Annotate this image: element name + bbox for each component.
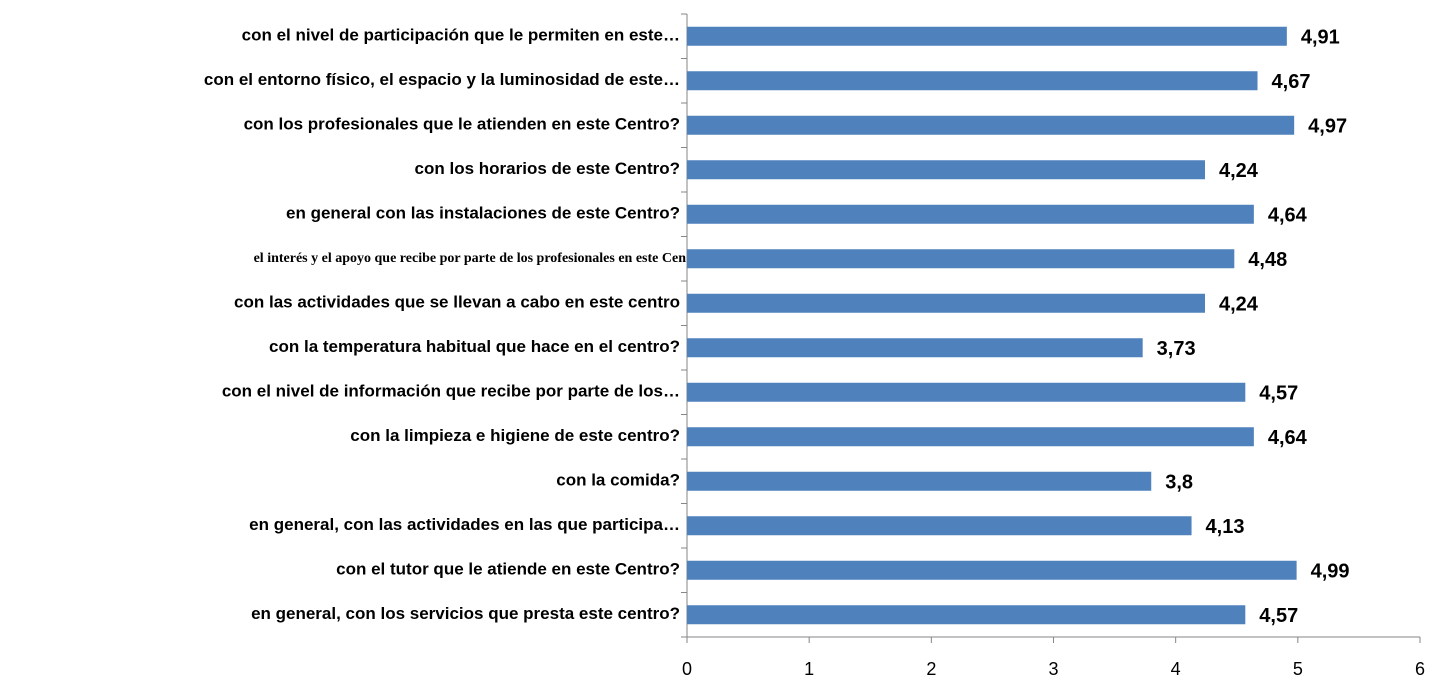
value-label: 4,24 xyxy=(1219,294,1259,316)
x-tick-label: 5 xyxy=(1293,659,1303,679)
value-label: 4,48 xyxy=(1248,249,1287,271)
bar xyxy=(687,382,1246,402)
value-label: 4,57 xyxy=(1259,383,1298,405)
category-label: con el nivel de información que recibe p… xyxy=(222,382,680,401)
category-label: con los profesionales que le atienden en… xyxy=(244,115,680,134)
x-tick-label: 2 xyxy=(926,659,936,679)
value-label: 3,8 xyxy=(1165,472,1193,494)
bar xyxy=(687,160,1205,180)
bar xyxy=(687,427,1254,447)
x-tick-label: 4 xyxy=(1171,659,1181,679)
category-label: con el entorno físico, el espacio y la l… xyxy=(204,70,680,89)
bar xyxy=(687,204,1254,224)
bar xyxy=(687,26,1287,46)
value-label: 4,67 xyxy=(1272,71,1311,93)
value-label: 4,91 xyxy=(1301,27,1340,49)
bar xyxy=(687,71,1258,91)
bar xyxy=(687,605,1246,625)
bar xyxy=(687,516,1192,536)
x-tick-label: 3 xyxy=(1048,659,1058,679)
x-tick-label: 1 xyxy=(804,659,814,679)
bar xyxy=(687,560,1297,580)
bar xyxy=(687,115,1295,135)
category-label: en general con las instalaciones de este… xyxy=(286,204,680,223)
category-label: con la limpieza e higiene de este centro… xyxy=(350,426,680,445)
value-label: 4,64 xyxy=(1268,205,1308,227)
value-label: 4,97 xyxy=(1308,116,1347,138)
category-label: con la temperatura habitual que hace en … xyxy=(269,337,680,356)
bar xyxy=(687,471,1152,491)
value-label: 4,64 xyxy=(1268,427,1308,449)
value-label: 4,13 xyxy=(1206,516,1245,538)
category-label: en general, con las actividades en las q… xyxy=(249,515,680,534)
bar xyxy=(687,249,1235,269)
category-label: con el nivel de participación que le per… xyxy=(242,26,680,45)
value-label: 4,99 xyxy=(1311,561,1350,583)
category-label: con las actividades que se llevan a cabo… xyxy=(234,293,680,312)
x-tick-label: 6 xyxy=(1415,659,1425,679)
value-label: 3,73 xyxy=(1157,338,1196,360)
category-label: con la comida? xyxy=(556,471,680,490)
value-label: 4,57 xyxy=(1259,605,1298,627)
x-tick-label: 0 xyxy=(682,659,692,679)
bar xyxy=(687,338,1143,358)
bar xyxy=(687,293,1205,313)
category-label: en general, con los servicios que presta… xyxy=(251,604,680,623)
value-label: 4,24 xyxy=(1219,160,1259,182)
category-label: el interés y el apoyo que recibe por par… xyxy=(254,251,687,266)
category-label: con el tutor que le atiende en este Cent… xyxy=(336,560,680,579)
category-label: con los horarios de este Centro? xyxy=(415,159,680,178)
